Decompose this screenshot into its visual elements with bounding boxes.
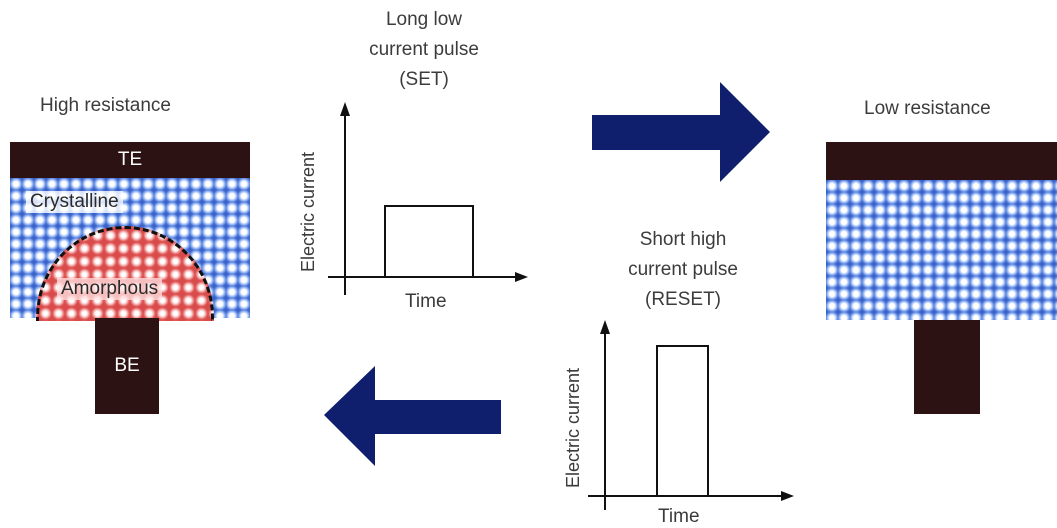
- right-crystalline-layer: [826, 180, 1057, 320]
- right-arrow-icon: [592, 82, 770, 182]
- crystalline-label: Crystalline: [26, 191, 123, 213]
- reset-caption-line1: Short high: [639, 229, 727, 250]
- set-pulse-shape: [384, 205, 474, 278]
- amorphous-label: Amorphous: [57, 278, 163, 300]
- reset-caption-line2: current pulse: [628, 259, 738, 280]
- reset-xlabel: Time: [658, 506, 700, 527]
- set-xlabel: Time: [405, 291, 447, 312]
- right-top-electrode: [826, 142, 1057, 180]
- reset-pulse-graph: [588, 320, 794, 510]
- right-bottom-electrode: [914, 320, 980, 414]
- set-caption-line1: Long low: [385, 9, 463, 30]
- reset-pulse-shape: [656, 345, 709, 497]
- set-ylabel: Electric current: [298, 151, 318, 272]
- left-top-electrode: TE: [10, 142, 250, 178]
- set-caption-line2: current pulse: [369, 39, 479, 60]
- left-bottom-electrode: BE: [95, 318, 159, 414]
- left-cell-title: High resistance: [40, 95, 171, 116]
- right-cell-title: Low resistance: [864, 98, 991, 119]
- reset-y-axis: [600, 320, 610, 510]
- reset-caption-line3: (RESET): [645, 289, 721, 310]
- set-caption-line3: (SET): [399, 69, 449, 90]
- set-pulse-graph: [328, 102, 528, 295]
- set-y-axis: [340, 102, 350, 295]
- left-arrow-icon: [324, 366, 501, 466]
- reset-ylabel: Electric current: [563, 367, 583, 488]
